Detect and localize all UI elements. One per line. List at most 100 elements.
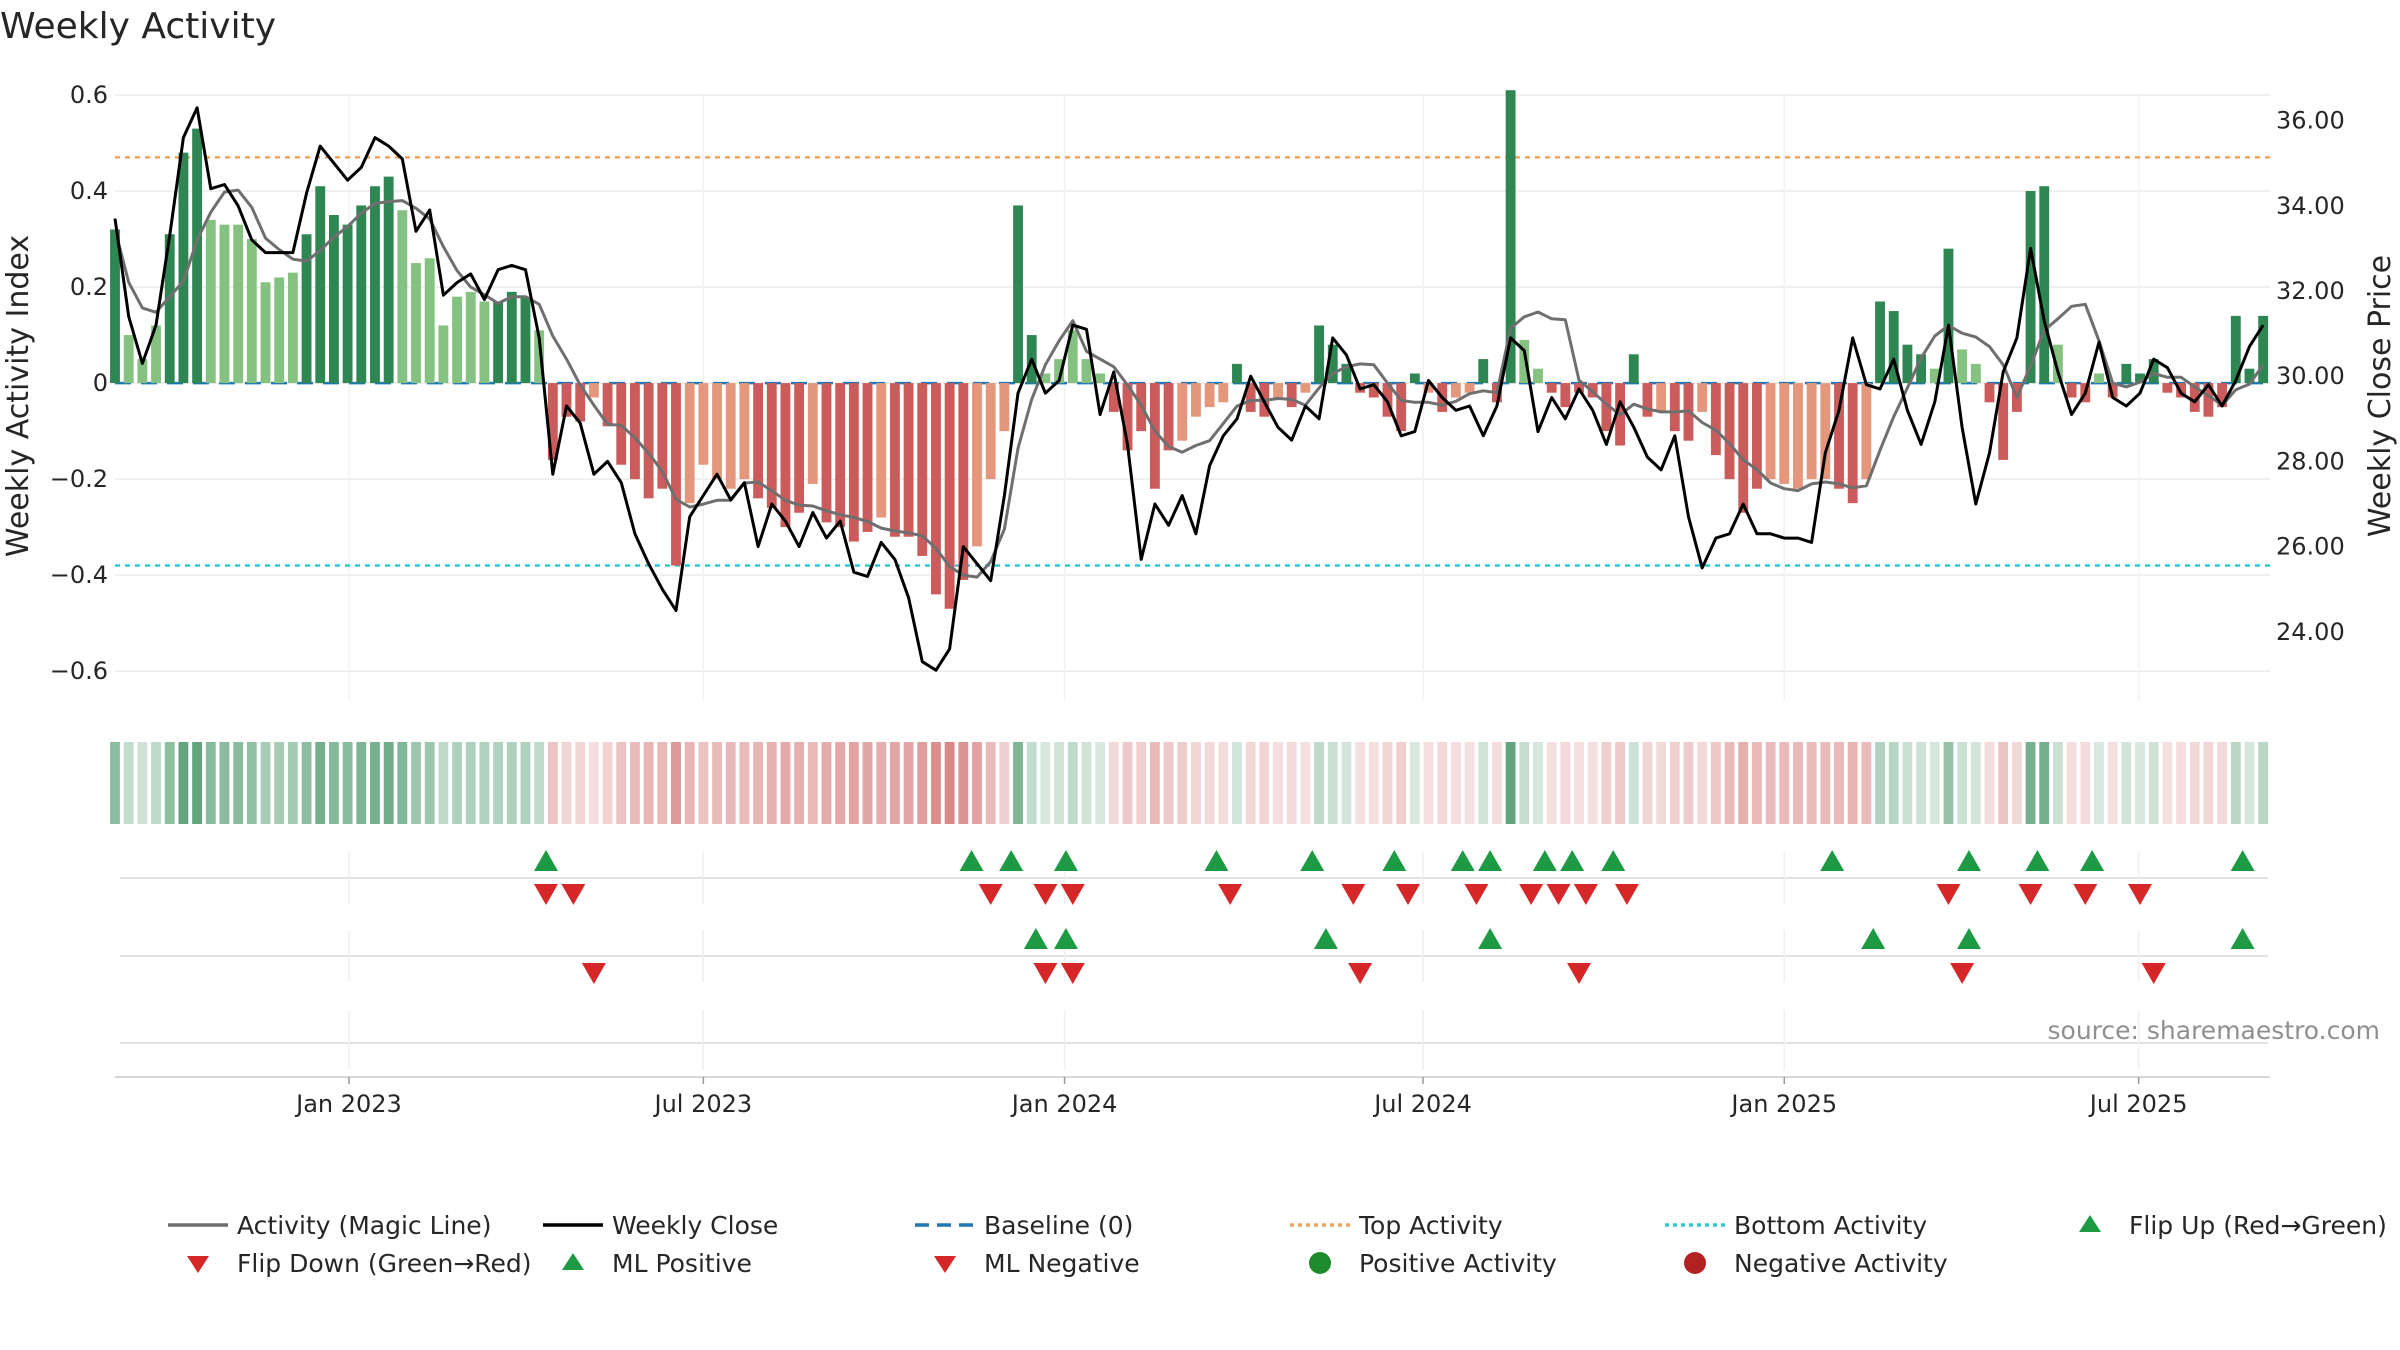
heatmap-cell <box>137 742 148 824</box>
activity-bar <box>287 272 298 384</box>
heatmap-cell <box>452 742 462 824</box>
activity-bar <box>452 296 462 384</box>
heatmap-cell <box>1793 742 1803 824</box>
heatmap-cell <box>1054 742 1065 824</box>
activity-bar <box>178 152 189 384</box>
legend-swatch <box>934 1256 956 1273</box>
activity-bar <box>725 383 736 489</box>
heatmap-cell <box>588 742 599 824</box>
activity-bar <box>1409 373 1420 384</box>
flip-down-marker <box>1396 884 1420 905</box>
heatmap-cell <box>1122 742 1133 824</box>
heatmap-cell <box>2052 742 2063 824</box>
activity-bar <box>1163 383 1174 451</box>
heatmap-cell <box>547 742 558 824</box>
ml-positive-marker <box>1313 928 1338 949</box>
ml-negative-marker <box>1033 963 1058 984</box>
x-tick-label: Jul 2023 <box>653 1090 753 1118</box>
activity-bar <box>2094 373 2104 384</box>
ml-negative-marker <box>1567 963 1592 984</box>
activity-bar <box>1875 301 1885 384</box>
flip-down-marker <box>1546 884 1571 905</box>
heatmap-cell <box>1957 742 1968 824</box>
flip-down-marker <box>1519 884 1544 905</box>
ml-positive-marker <box>1053 928 1078 949</box>
heatmap-cell <box>287 742 298 824</box>
heatmap-cell <box>2258 742 2269 824</box>
activity-bar <box>1232 363 1242 384</box>
activity-bar <box>2052 344 2063 384</box>
flip-down-marker <box>1573 884 1598 905</box>
flip-down-marker <box>1218 884 1243 905</box>
activity-bar <box>411 263 421 384</box>
heatmap-cell <box>1724 742 1735 824</box>
heatmap-cell <box>1273 742 1283 824</box>
heatmap-cell <box>110 742 120 824</box>
heatmap-cell <box>2162 742 2173 824</box>
activity-bar <box>835 383 846 528</box>
activity-bar <box>246 239 257 384</box>
activity-bar <box>1601 383 1612 432</box>
heatmap-cell <box>1697 742 1708 824</box>
flip-up-marker <box>2025 850 2050 871</box>
activity-bar <box>1765 383 1776 480</box>
activity-bar <box>1710 383 1721 456</box>
heatmap-cell <box>342 742 353 824</box>
heatmap-cell <box>1847 742 1858 824</box>
heatmap-cell <box>2025 742 2036 824</box>
heatmap-cell <box>315 742 326 824</box>
activity-bar <box>1806 383 1817 480</box>
activity-bar <box>1820 383 1831 480</box>
activity-bar <box>766 383 777 508</box>
activity-bar <box>1546 383 1557 393</box>
flip-up-marker <box>1382 850 1407 871</box>
activity-bar <box>999 383 1010 432</box>
legend-label: Negative Activity <box>1734 1249 1948 1278</box>
activity-bar <box>944 383 955 609</box>
activity-bar <box>1929 368 1940 384</box>
heatmap-cell <box>698 742 709 824</box>
activity-bar <box>1793 383 1803 489</box>
heatmap-cell <box>1916 742 1927 824</box>
x-tick-label: Jul 2024 <box>1372 1090 1472 1118</box>
flip-up-marker <box>999 850 1024 871</box>
activity-bar <box>1957 349 1968 384</box>
flip-up-marker <box>1450 850 1475 871</box>
heatmap-cell <box>1040 742 1051 824</box>
activity-bar <box>1697 383 1708 412</box>
heatmap-cell <box>1232 742 1242 824</box>
activity-bar <box>342 224 353 384</box>
heatmap-cell <box>1300 742 1311 824</box>
heatmap-cell <box>1314 742 1324 824</box>
heatmap-cell <box>2066 742 2077 824</box>
activity-bar <box>1054 359 1065 384</box>
activity-bar <box>794 383 805 513</box>
flip-up-marker <box>1204 850 1229 871</box>
heatmap-cell <box>1136 742 1147 824</box>
legend-swatch <box>1309 1252 1331 1274</box>
heatmap-cell <box>1108 742 1119 824</box>
heatmap-cell <box>178 742 189 824</box>
heatmap-cell <box>1834 742 1844 824</box>
activity-bar <box>2039 186 2050 384</box>
activity-bar <box>1300 383 1311 393</box>
y-tick-label: 0.2 <box>70 273 108 301</box>
heatmap-cell <box>657 742 668 824</box>
flip-down-marker <box>1341 884 1366 905</box>
heatmap-cell <box>1779 742 1790 824</box>
heatmap-cell <box>917 742 928 824</box>
ml-negative-marker <box>581 963 606 984</box>
heatmap-cell <box>1888 742 1899 824</box>
legend-label: Flip Up (Red→Green) <box>2129 1211 2387 1240</box>
activity-bar <box>370 186 380 384</box>
heatmap-cell <box>1218 742 1229 824</box>
heatmap-cell <box>739 742 750 824</box>
flip-up-marker <box>2080 850 2105 871</box>
heatmap-cell <box>1669 742 1680 824</box>
legend-label: Weekly Close <box>612 1211 778 1240</box>
heatmap-cell <box>356 742 367 824</box>
heatmap-cell <box>2135 742 2145 824</box>
activity-bar <box>424 258 435 384</box>
activity-bar <box>1314 325 1324 384</box>
